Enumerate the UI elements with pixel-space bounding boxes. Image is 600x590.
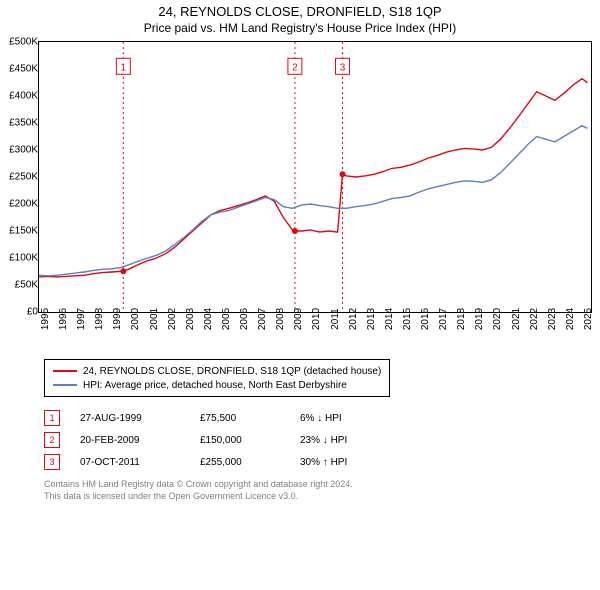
y-tick-label: £300K <box>0 145 38 156</box>
x-tick-label: 2024 <box>565 308 576 330</box>
y-tick-label: £100K <box>0 253 38 264</box>
x-tick-label: 1998 <box>94 308 105 330</box>
event-price: £255,000 <box>200 457 300 468</box>
event-marker-box: 3 <box>44 454 60 470</box>
x-tick-label: 2000 <box>130 308 141 330</box>
x-tick-label: 2014 <box>384 308 395 330</box>
x-tick-label: 2021 <box>511 308 522 330</box>
x-tick-label: 2019 <box>474 308 485 330</box>
y-tick-label: £200K <box>0 199 38 210</box>
x-tick-label: 1999 <box>112 308 123 330</box>
chart-plot: 123 £0£50K£100K£150K£200K£250K£300K£350K… <box>38 41 598 351</box>
x-tick-label: 2002 <box>167 308 178 330</box>
x-tick-label: 2008 <box>275 308 286 330</box>
x-tick-label: 2018 <box>456 308 467 330</box>
event-row: 2 20-FEB-2009£150,00023% ↓ HPI <box>44 429 594 451</box>
x-tick-label: 2015 <box>402 308 413 330</box>
svg-text:3: 3 <box>340 62 346 73</box>
y-tick-label: £0 <box>0 307 38 318</box>
y-tick-label: £150K <box>0 226 38 237</box>
event-direction: 23% ↓ HPI <box>300 435 410 446</box>
x-tick-label: 2001 <box>149 308 160 330</box>
events-table: 1 27-AUG-1999£75,5006% ↓ HPI 2 20-FEB-2009£… <box>44 407 594 473</box>
y-tick-label: £500K <box>0 37 38 48</box>
x-tick-label: 2012 <box>348 308 359 330</box>
event-price: £75,500 <box>200 413 300 424</box>
legend-item: 24, REYNOLDS CLOSE, DRONFIELD, S18 1QP (… <box>53 364 381 378</box>
x-tick-label: 2007 <box>257 308 268 330</box>
event-date: 27-AUG-1999 <box>80 413 200 424</box>
x-tick-label: 2010 <box>311 308 322 330</box>
x-tick-label: 2025 <box>583 308 594 330</box>
attribution-line: Contains HM Land Registry data © Crown c… <box>44 479 594 491</box>
legend-label: 24, REYNOLDS CLOSE, DRONFIELD, S18 1QP (… <box>83 366 381 377</box>
x-tick-label: 2009 <box>293 308 304 330</box>
x-tick-label: 1997 <box>76 308 87 330</box>
attribution-line: This data is licensed under the Open Gov… <box>44 491 594 503</box>
chart-title: 24, REYNOLDS CLOSE, DRONFIELD, S18 1QP <box>6 4 594 19</box>
legend-swatch <box>53 384 77 386</box>
x-tick-label: 2017 <box>438 308 449 330</box>
legend-label: HPI: Average price, detached house, Nort… <box>83 380 347 391</box>
event-date: 20-FEB-2009 <box>80 435 200 446</box>
x-tick-label: 2013 <box>366 308 377 330</box>
event-price: £150,000 <box>200 435 300 446</box>
x-tick-label: 2020 <box>492 308 503 330</box>
y-tick-label: £50K <box>0 280 38 291</box>
plot-area: 1 2 3 <box>38 41 592 313</box>
event-direction: 6% ↓ HPI <box>300 413 410 424</box>
x-tick-label: 2023 <box>547 308 558 330</box>
legend-item: HPI: Average price, detached house, Nort… <box>53 378 381 392</box>
event-marker-box: 2 <box>44 432 60 448</box>
x-tick-label: 1995 <box>40 308 51 330</box>
x-tick-label: 2006 <box>239 308 250 330</box>
chart-svg: 1 2 3 <box>39 42 591 312</box>
attribution: Contains HM Land Registry data © Crown c… <box>44 479 594 502</box>
y-tick-label: £400K <box>0 91 38 102</box>
legend: 24, REYNOLDS CLOSE, DRONFIELD, S18 1QP (… <box>44 359 390 397</box>
event-date: 07-OCT-2011 <box>80 457 200 468</box>
legend-swatch <box>53 370 77 372</box>
event-row: 1 27-AUG-1999£75,5006% ↓ HPI <box>44 407 594 429</box>
x-tick-label: 2011 <box>330 308 341 330</box>
x-tick-label: 2003 <box>185 308 196 330</box>
x-tick-label: 2004 <box>203 308 214 330</box>
x-tick-label: 1996 <box>58 308 69 330</box>
chart-subtitle: Price paid vs. HM Land Registry's House … <box>6 21 594 35</box>
y-tick-label: £250K <box>0 172 38 183</box>
svg-text:2: 2 <box>292 62 298 73</box>
x-tick-label: 2022 <box>529 308 540 330</box>
svg-text:1: 1 <box>121 62 127 73</box>
event-marker-box: 1 <box>44 410 60 426</box>
x-tick-label: 2016 <box>420 308 431 330</box>
event-direction: 30% ↑ HPI <box>300 457 410 468</box>
x-tick-label: 2005 <box>221 308 232 330</box>
y-tick-label: £350K <box>0 118 38 129</box>
y-tick-label: £450K <box>0 64 38 75</box>
event-row: 3 07-OCT-2011£255,00030% ↑ HPI <box>44 451 594 473</box>
